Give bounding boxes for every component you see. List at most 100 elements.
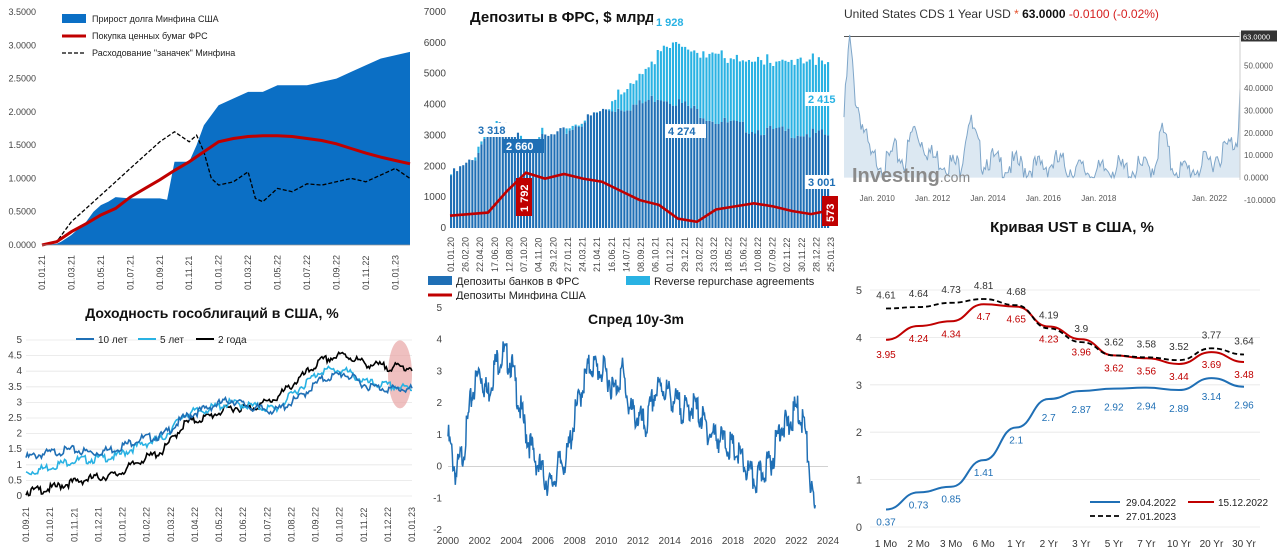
data-label: 2.96: [1234, 401, 1254, 412]
y-tick-label: 1.0000: [8, 173, 36, 183]
x-tick-label: 01.01.23: [390, 255, 400, 290]
bar-banks: [538, 143, 541, 228]
x-tick-label: 2000: [437, 536, 460, 547]
y-tick-label: 0: [436, 462, 442, 473]
bar-banks: [544, 134, 547, 228]
curve-line-1: [885, 303, 1245, 365]
bar-banks: [532, 148, 535, 228]
y-tick-label: 2: [16, 429, 22, 440]
bar-banks: [693, 105, 696, 228]
data-label: 3.77: [1202, 330, 1222, 341]
bar-rrp: [656, 50, 659, 100]
data-label: 2.1: [1009, 435, 1023, 446]
y-tick-label: 3: [16, 397, 22, 408]
bar-rrp: [450, 174, 453, 176]
bar-rrp: [665, 46, 668, 102]
bar-banks: [747, 133, 751, 228]
legend-swatch-debt: [62, 14, 86, 23]
y-tick-label: 0.5: [8, 475, 22, 486]
y-tick-label: 3.5: [8, 382, 22, 393]
data-label: 4 274: [668, 126, 696, 138]
bar-banks: [681, 103, 684, 228]
bar-banks: [763, 134, 766, 228]
bar-rrp: [617, 89, 620, 109]
bar-rrp: [662, 45, 665, 102]
bar-rrp: [565, 128, 568, 134]
bar-rrp: [635, 80, 638, 105]
y-tick-label: 1: [436, 430, 442, 441]
bar-rrp: [702, 51, 705, 119]
data-label: 3.64: [1234, 336, 1254, 347]
investing-logo: Investing.com: [852, 165, 970, 187]
y-tick-label: 0.0000: [1244, 174, 1269, 183]
bar-banks: [474, 160, 477, 228]
bar-rrp: [675, 42, 678, 106]
bar-banks: [717, 124, 720, 228]
bar-rrp: [790, 59, 793, 138]
x-tick-label: 27.01.21: [563, 237, 573, 272]
x-tick-label: 01.01.21: [37, 255, 47, 290]
x-tick-label: 01.03.22: [166, 507, 176, 542]
bar-banks: [556, 131, 559, 228]
x-tick-label: 20 Yr: [1200, 539, 1224, 550]
y-tick-label: 5: [856, 285, 862, 297]
bar-rrp: [741, 60, 744, 122]
x-tick-label: 17.06.20: [490, 237, 500, 272]
data-label: 3.62: [1104, 363, 1124, 374]
x-tick-label: 01.07.21: [125, 255, 135, 290]
y-tick-label: 1000: [424, 192, 447, 203]
bar-rrp: [693, 50, 696, 106]
bar-banks: [735, 121, 738, 228]
bar-banks: [465, 162, 468, 228]
x-tick-label: 01.09.22: [311, 507, 321, 542]
bar-rrp: [577, 125, 580, 127]
x-tick-label: 2014: [659, 536, 682, 547]
bar-rrp: [757, 56, 760, 131]
data-label: 4.68: [1006, 287, 1026, 298]
x-tick-label: 06.10.21: [651, 237, 661, 272]
bar-banks: [751, 131, 754, 228]
x-tick-label: 01.01.22: [214, 255, 224, 290]
bar-banks: [450, 175, 453, 228]
data-label: 0.37: [876, 517, 896, 528]
x-tick-label: 25.01.23: [826, 237, 836, 272]
bar-rrp: [775, 61, 778, 128]
bar-banks: [802, 136, 805, 228]
legend-label-fed: Покупка ценных бумаг ФРС: [92, 31, 208, 41]
data-label-bg: [516, 178, 532, 216]
bar-banks: [738, 121, 741, 228]
last-value-tag: [1241, 30, 1277, 42]
x-tick-label: 7 Yr: [1137, 539, 1156, 550]
bar-banks: [784, 130, 787, 228]
bar-banks: [641, 103, 644, 228]
drawdown-line: [41, 131, 411, 246]
y-tick-label: 3.5000: [8, 7, 36, 17]
bar-banks: [708, 120, 711, 228]
x-tick-label: 01.07.22: [262, 507, 272, 542]
bar-banks: [799, 136, 802, 228]
bar-rrp: [769, 62, 772, 126]
bar-banks: [492, 129, 495, 228]
cds-svg: United States CDS 1 Year USD * 63.0000 -…: [843, 7, 1277, 205]
x-tick-label: 29.12.21: [680, 237, 690, 272]
bar-rrp: [744, 61, 748, 133]
bar-rrp: [766, 54, 769, 128]
highlight-ellipse: [388, 340, 412, 409]
bar-banks: [513, 130, 516, 228]
x-tick-label: 01.01.20: [446, 237, 456, 272]
bar-rrp: [568, 128, 571, 131]
debt-area: [42, 51, 410, 246]
x-tick-label: 01.09.21: [21, 507, 31, 542]
y-tick-label: 4: [856, 332, 862, 344]
bar-banks: [504, 122, 507, 228]
bar-rrp: [668, 48, 672, 104]
y-tick-label: 3000: [424, 130, 447, 141]
bar-rrp: [714, 53, 717, 124]
curve-line-2: [885, 298, 1245, 362]
bar-rrp: [687, 49, 690, 106]
data-label: 4.24: [909, 334, 929, 345]
x-tick-label: 5 Yr: [1105, 539, 1124, 550]
x-tick-label: 10.08.22: [753, 237, 763, 272]
x-tick-label: 2020: [754, 536, 777, 547]
x-tick-label: 3 Mo: [940, 539, 963, 550]
